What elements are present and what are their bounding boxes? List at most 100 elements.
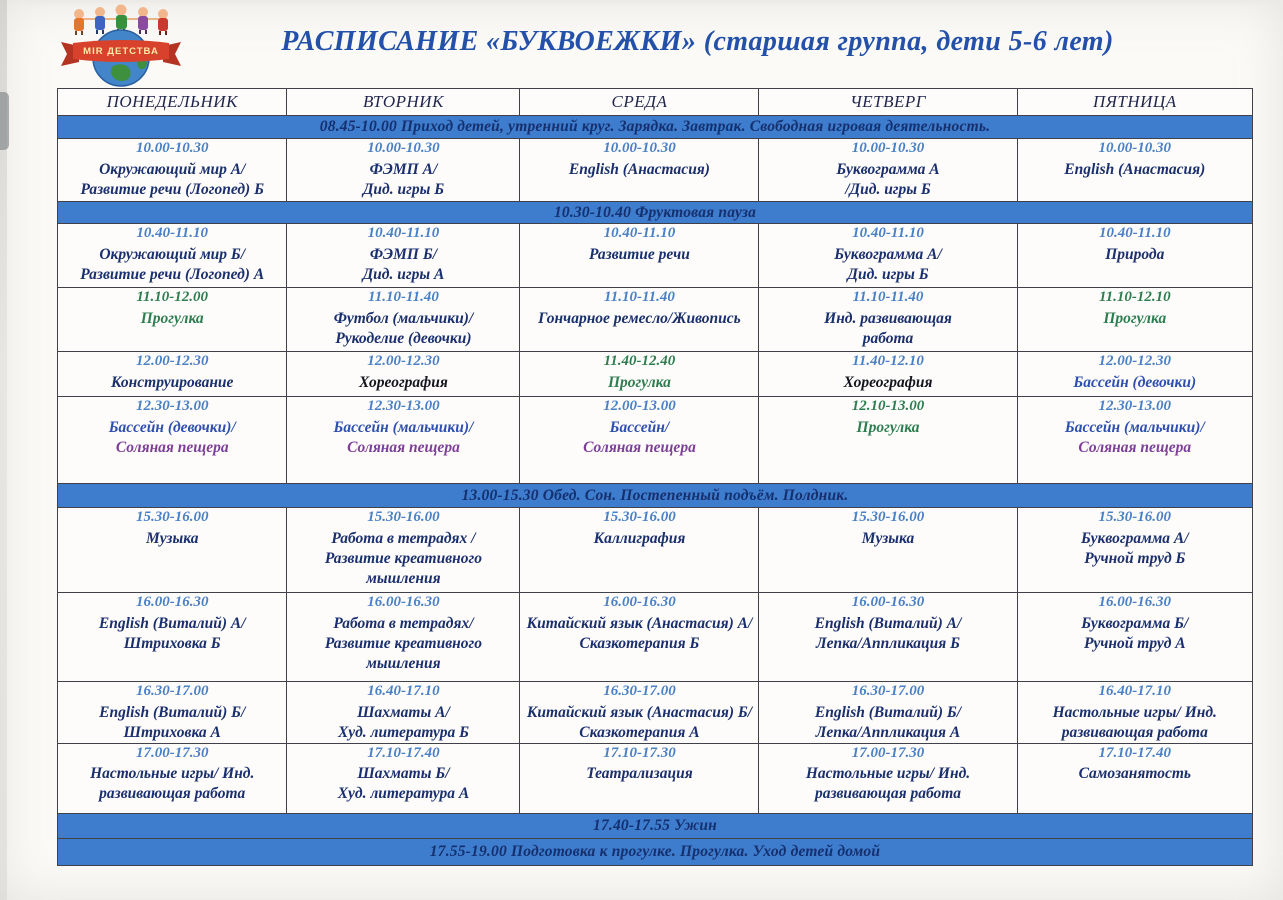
- banner-cell: 13.00-15.30 Обед. Сон. Постепенный подъё…: [57, 483, 1253, 508]
- time-range: 11.10-11.40: [852, 289, 924, 305]
- schedule-cell: 10.40-11.10 Природа: [1016, 223, 1254, 288]
- schedule-row: 16.30-17.00 English (Виталий) Б/Штриховка…: [56, 681, 1254, 744]
- time-range: 12.00-12.30: [1098, 353, 1172, 369]
- activity-line: Дид. игры А: [362, 265, 445, 283]
- schedule-cell: 12.30-13.00 Бассейн (мальчики)/ Соляная пе…: [1016, 396, 1254, 484]
- time-range: 10.40-11.10: [852, 225, 924, 241]
- activity-line: Музыка: [145, 529, 199, 547]
- activity-line: Штриховка А: [123, 723, 221, 741]
- day-header: ПОНЕДЕЛЬНИК: [56, 88, 288, 116]
- time-range: 17.00-17.30: [851, 744, 925, 761]
- activity-line: Работа в тетрадях /: [331, 529, 476, 547]
- schedule-cell: 16.30-17.00 English (Виталий) Б/Штриховка…: [56, 681, 288, 744]
- schedule-row: 12.30-13.00 Бассейн (девочки)/ Соляная пещ…: [56, 396, 1254, 484]
- activity-line: мышления: [366, 654, 441, 672]
- schedule-cell: 12.00-12.30 Конструирование: [56, 351, 288, 397]
- schedule-cell: 10.40-11.10 Буквограмма А/Дид. игры Б: [758, 223, 1018, 288]
- schedule-cell: 16.40-17.10 Настольные игры/ Инд. развиваю…: [1016, 681, 1254, 744]
- time-range: 10.40-11.10: [1098, 225, 1171, 241]
- time-range: 15.30-16.00: [135, 509, 209, 525]
- activity-line: Каллиграфия: [593, 529, 686, 547]
- activity-line: Соляная пещера: [347, 438, 460, 456]
- time-range: 12.00-12.30: [367, 353, 440, 369]
- activity-line: Хореография: [359, 373, 448, 391]
- time-range: 12.00-13.00: [603, 398, 676, 414]
- activity-line: Окружающий мир А/: [99, 160, 246, 178]
- scan-edge-mark: [0, 92, 9, 150]
- schedule-cell: 10.00-10.30 Буквограмма А/Дид. игры Б: [758, 138, 1018, 202]
- schedule-body: 08.45-10.00 Приход детей, утренний круг.…: [56, 115, 1254, 866]
- time-range: 16.30-17.00: [851, 683, 925, 699]
- schedule-cell: 16.30-17.00 English (Виталий) Б/Лепка/Апп…: [758, 681, 1018, 744]
- banner-row: 08.45-10.00 Приход детей, утренний круг.…: [57, 115, 1253, 139]
- activity-line: Буквограмма Б/: [1081, 614, 1189, 632]
- activity-line: Буквограмма А/: [834, 245, 942, 263]
- time-range: 12.30-13.00: [135, 398, 209, 414]
- activity-line: Ручной труд Б: [1084, 549, 1186, 567]
- activity-line: Лепка/Аппликация А: [815, 723, 961, 741]
- time-range: 10.40-11.10: [136, 225, 209, 241]
- activity-line: Прогулка: [1103, 309, 1167, 327]
- activity-line: Работа в тетрадях/: [333, 614, 474, 632]
- schedule-table: ПОНЕДЕЛЬНИК ВТОРНИК СРЕДА ЧЕТВЕРГ ПЯТНИЦА 08…: [56, 88, 1254, 866]
- schedule-cell: 11.10-11.40 Гончарное ремесло/Живопись: [519, 287, 760, 352]
- activity-line: Инд. развивающая: [824, 309, 952, 327]
- time-range: 10.40-11.10: [603, 225, 676, 241]
- time-range: 17.10-17.30: [603, 744, 676, 761]
- scan-edge-left: [0, 0, 7, 900]
- activity-line: Китайский язык (Анастасия) Б/: [526, 703, 753, 721]
- schedule-cell: 15.30-16.00 Буквограмма А/Ручной труд Б: [1016, 507, 1254, 593]
- schedule-cell: 11.40-12.40 Прогулка: [519, 351, 760, 397]
- time-range: 11.10-11.40: [368, 289, 439, 305]
- schedule-cell: 15.30-16.00 Музыка: [758, 507, 1018, 593]
- schedule-row: 10.00-10.30 Окружающий мир А/Развитие реч…: [56, 138, 1254, 202]
- day-header-row: ПОНЕДЕЛЬНИК ВТОРНИК СРЕДА ЧЕТВЕРГ ПЯТНИЦА: [56, 88, 1254, 116]
- activity-line: Бассейн (мальчики)/: [1064, 418, 1205, 436]
- banner-row: 10.30-10.40 Фруктовая пауза: [57, 201, 1253, 224]
- activity-line: развивающая работа: [99, 785, 246, 803]
- activity-line: Дид. игры Б: [847, 265, 929, 283]
- schedule-cell: 12.30-13.00 Бассейн (мальчики)/ Соляная пе…: [286, 396, 521, 484]
- time-range: 11.10-12.10: [1098, 289, 1171, 305]
- schedule-cell: 11.10-12.00 Прогулка: [56, 287, 288, 352]
- activity-line: Худ. литература А: [337, 785, 470, 803]
- activity-line: Худ. литература Б: [337, 723, 469, 741]
- activity-line: работа: [862, 329, 914, 347]
- activity-line: Развитие креативного: [324, 634, 482, 652]
- time-range: 10.00-10.30: [135, 140, 209, 156]
- activity-line: English (Виталий) А/: [98, 614, 246, 632]
- time-range: 11.10-11.40: [604, 289, 675, 305]
- activity-line: Прогулка: [140, 309, 204, 327]
- activity-line: Буквограмма А: [836, 160, 940, 178]
- activity-line: Соляная пещера: [1078, 438, 1192, 456]
- time-range: 15.30-16.00: [851, 509, 925, 525]
- activity-line: ФЭМП Б/: [369, 245, 438, 263]
- time-range: 12.10-13.00: [851, 398, 925, 414]
- activity-line: развивающая работа: [1061, 723, 1208, 741]
- activity-line: English (Виталий) Б/: [814, 703, 962, 721]
- time-range: 16.00-16.30: [135, 594, 209, 610]
- schedule-cell: 17.00-17.30 Настольные игры/ Инд. развиваю…: [56, 742, 288, 814]
- activity-line: Музыка: [861, 529, 915, 547]
- schedule-cell: 11.10-12.10 Прогулка: [1016, 287, 1254, 352]
- schedule-cell: 12.00-13.00 Бассейн/Соляная пещера: [519, 396, 760, 484]
- activity-line: Развитие речи (Логопед) А: [80, 265, 265, 283]
- banner-row: 13.00-15.30 Обед. Сон. Постепенный подъё…: [57, 483, 1253, 508]
- schedule-cell: 15.30-16.00 Работа в тетрадях / Развитие к…: [286, 507, 521, 593]
- schedule-row: 15.30-16.00 Музыка 15.30-16.00 Работа в тет…: [56, 507, 1254, 593]
- schedule-cell: 16.30-17.00 Китайский язык (Анастасия) Б/…: [519, 681, 760, 744]
- activity-line: ФЭМП А/: [369, 160, 438, 178]
- time-range: 16.00-16.30: [367, 594, 440, 610]
- activity-line: Самозанятость: [1078, 765, 1191, 783]
- activity-line: English (Анастасия): [568, 160, 710, 178]
- banner-row: 17.55-19.00 Подготовка к прогулке. Прогу…: [57, 837, 1253, 866]
- activity-line: Театрализация: [586, 765, 693, 783]
- time-range: 16.30-17.00: [135, 683, 209, 699]
- activity-line: Китайский язык (Анастасия) А/: [526, 614, 753, 632]
- page-title: РАСПИСАНИЕ «БУКВОЕЖКИ» (старшая группа, …: [281, 26, 1114, 57]
- activity-line: Природа: [1105, 245, 1165, 263]
- activity-line: Окружающий мир Б/: [99, 245, 246, 263]
- schedule-row: 16.00-16.30 English (Виталий) А/Штриховка…: [56, 592, 1254, 682]
- schedule-cell: 16.40-17.10 Шахматы А/Худ. литература Б: [286, 681, 521, 744]
